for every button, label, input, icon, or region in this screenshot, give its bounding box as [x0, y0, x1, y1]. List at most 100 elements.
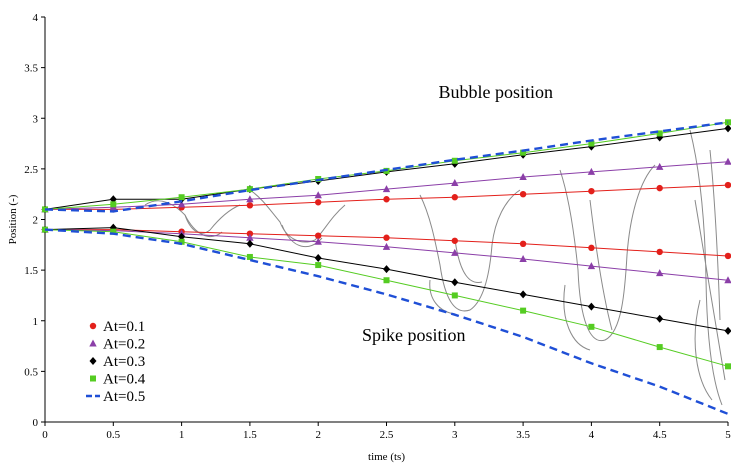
data-point: [656, 344, 663, 351]
data-point: [656, 162, 664, 170]
x-tick-label: 4.5: [653, 429, 667, 441]
data-point: [519, 172, 527, 180]
data-point: [656, 130, 663, 137]
y-tick-label: 2.5: [24, 164, 38, 176]
data-point: [588, 244, 595, 252]
data-point: [246, 230, 254, 237]
y-tick-label: 0.5: [24, 366, 38, 378]
y-tick-label: 0: [33, 417, 39, 429]
data-point: [246, 239, 254, 248]
x-tick-label: 3: [452, 429, 458, 441]
series-bubble-At-05: [44, 121, 729, 213]
x-tick-label: 0.5: [106, 429, 120, 441]
bubble-sketch-9: [689, 129, 726, 406]
data-point: [383, 196, 390, 203]
data-point: [314, 237, 322, 245]
legend-item: At=0.2: [89, 337, 145, 353]
data-point: [383, 265, 390, 274]
data-point: [383, 277, 390, 284]
data-point: [519, 240, 527, 247]
legend-item: At=0.4: [90, 372, 146, 388]
x-tick-label: 2.5: [380, 429, 394, 441]
annotations: Bubble position Spike position: [362, 82, 553, 345]
data-point: [178, 232, 186, 241]
series-layer: [41, 119, 731, 416]
x-axis-title: time (ts): [368, 451, 405, 463]
data-point: [42, 206, 48, 213]
data-point: [656, 184, 663, 192]
data-point: [588, 140, 595, 147]
data-point: [382, 242, 391, 250]
x-tick-label: 4: [589, 429, 595, 441]
data-point: [383, 234, 390, 241]
data-point: [315, 262, 322, 269]
data-point: [451, 179, 459, 187]
data-point: [451, 194, 458, 201]
series-bubble-At-02: [41, 157, 731, 213]
legend-swatch: [89, 339, 97, 347]
series-spike-At-01: [41, 226, 731, 260]
y-tick-label: 2: [33, 215, 39, 227]
data-point: [246, 186, 253, 193]
bubble-sketch-5: [419, 189, 521, 312]
series-line: [44, 121, 729, 213]
data-point: [587, 262, 596, 270]
data-point: [315, 199, 322, 206]
data-point: [587, 302, 595, 311]
data-point: [451, 292, 458, 299]
x-tick-label: 1.5: [243, 429, 257, 441]
x-tick-label: 5: [725, 429, 731, 441]
bubble-sketch-overlay: [144, 129, 726, 406]
data-point: [451, 248, 459, 256]
data-point: [246, 253, 253, 260]
legend-swatch: [90, 375, 96, 382]
y-axis-title: Position (-): [7, 194, 19, 244]
legend-label: At=0.3: [103, 354, 145, 370]
data-point: [724, 326, 731, 335]
data-point: [725, 363, 731, 370]
data-point: [451, 157, 458, 164]
bubble-sketch-8: [563, 199, 613, 351]
data-point: [109, 195, 117, 204]
legend-swatch: [89, 357, 97, 365]
annotation-bubble-position: Bubble position: [439, 82, 554, 102]
data-point: [110, 228, 117, 235]
data-point: [314, 253, 322, 262]
data-point: [382, 185, 391, 193]
data-point: [519, 254, 527, 262]
series-spike-At-02: [41, 225, 731, 284]
legend-label: At=0.1: [103, 319, 145, 335]
x-tick-label: 3.5: [516, 429, 530, 441]
data-point: [246, 202, 254, 209]
series-spike-At-03: [41, 223, 731, 335]
bubble-sketch-7: [559, 164, 656, 342]
axes: 0 0.5 1 1.5 2 2.5 3 3.5 4 4.5 5 0 0.5 1 1.5 2 2.5 3 3.5 4 ti…: [7, 12, 731, 463]
legend-label: At=0.5: [103, 389, 145, 405]
legend-item: At=0.5: [86, 389, 145, 405]
data-point: [314, 191, 322, 199]
y-tick-label: 1.5: [24, 265, 38, 277]
data-point: [724, 157, 731, 165]
x-tick-label: 0: [42, 429, 48, 441]
data-point: [588, 323, 595, 330]
data-point: [519, 190, 527, 198]
legend-label: At=0.4: [103, 372, 146, 388]
y-tick-label: 3.5: [24, 63, 38, 75]
data-point: [724, 252, 731, 260]
data-point: [178, 194, 185, 201]
x-tick-label: 1: [179, 429, 185, 441]
legend-label: At=0.2: [103, 337, 145, 353]
series-line: [45, 229, 729, 257]
legend-swatch: [89, 322, 97, 330]
data-point: [110, 201, 117, 208]
data-point: [451, 237, 458, 244]
annotation-spike-position: Spike position: [362, 325, 466, 345]
data-point: [246, 195, 254, 203]
data-point: [177, 200, 186, 208]
data-point: [520, 149, 527, 156]
series-line: [44, 228, 729, 416]
legend: At=0.1 At=0.2At=0.3 At=0.4At=0.5: [86, 319, 146, 405]
data-point: [587, 167, 596, 175]
y-tick-label: 3: [33, 113, 39, 125]
